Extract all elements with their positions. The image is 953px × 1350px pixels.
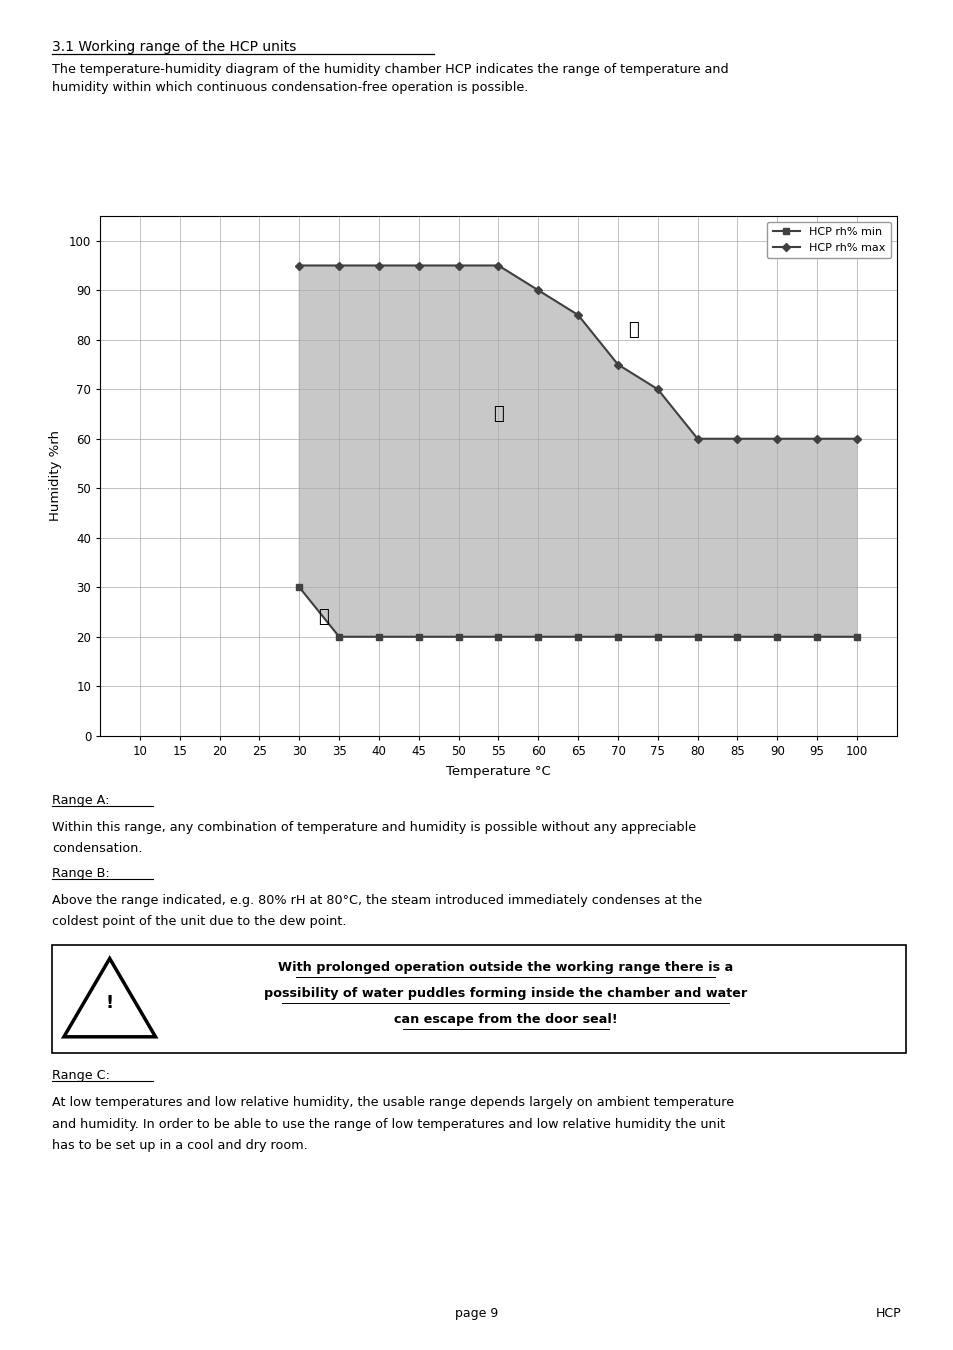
X-axis label: Temperature °C: Temperature °C (446, 764, 550, 778)
Text: humidity within which continuous condensation-free operation is possible.: humidity within which continuous condens… (52, 81, 528, 95)
HCP rh% max (572, 306, 583, 323)
Legend: HCP rh% min, HCP rh% max: HCP rh% min, HCP rh% max (766, 221, 890, 258)
HCP rh% min (691, 629, 702, 645)
Text: coldest point of the unit due to the dew point.: coldest point of the unit due to the dew… (52, 915, 347, 929)
HCP rh% max (492, 258, 503, 274)
HCP rh% min (294, 579, 305, 595)
Text: Above the range indicated, e.g. 80% rH at 80°C, the steam introduced immediately: Above the range indicated, e.g. 80% rH a… (52, 894, 701, 907)
HCP rh% min (652, 629, 663, 645)
Text: The temperature-humidity diagram of the humidity chamber HCP indicates the range: The temperature-humidity diagram of the … (52, 63, 728, 77)
Text: Ⓐ: Ⓐ (493, 405, 503, 423)
Text: !: ! (106, 994, 113, 1012)
HCP rh% min (532, 629, 543, 645)
HCP rh% max (810, 431, 821, 447)
HCP rh% min (453, 629, 464, 645)
Text: Range C:: Range C: (52, 1069, 111, 1083)
HCP rh% min (810, 629, 821, 645)
HCP rh% max (731, 431, 742, 447)
Text: condensation.: condensation. (52, 842, 143, 856)
HCP rh% min (373, 629, 384, 645)
HCP rh% min (572, 629, 583, 645)
Text: page 9: page 9 (455, 1307, 498, 1320)
HCP rh% min (850, 629, 862, 645)
Y-axis label: Humidity %rh: Humidity %rh (49, 431, 62, 521)
HCP rh% min (771, 629, 782, 645)
HCP rh% max (453, 258, 464, 274)
Line: HCP rh% min: HCP rh% min (295, 585, 860, 640)
Polygon shape (299, 266, 856, 637)
Text: 3.1 Working range of the HCP units: 3.1 Working range of the HCP units (52, 40, 296, 54)
HCP rh% max (691, 431, 702, 447)
HCP rh% min (731, 629, 742, 645)
HCP rh% max (612, 356, 623, 373)
HCP rh% max (771, 431, 782, 447)
Text: Ⓑ: Ⓑ (628, 321, 639, 339)
Text: At low temperatures and low relative humidity, the usable range depends largely : At low temperatures and low relative hum… (52, 1096, 734, 1110)
HCP rh% min (413, 629, 424, 645)
HCP rh% max (850, 431, 862, 447)
Text: can escape from the door seal!: can escape from the door seal! (394, 1012, 617, 1026)
Text: Range B:: Range B: (52, 867, 111, 880)
HCP rh% max (652, 381, 663, 397)
Text: Range A:: Range A: (52, 794, 110, 807)
Text: has to be set up in a cool and dry room.: has to be set up in a cool and dry room. (52, 1139, 308, 1153)
Polygon shape (64, 958, 155, 1037)
HCP rh% max (532, 282, 543, 298)
HCP rh% min (612, 629, 623, 645)
HCP rh% max (373, 258, 384, 274)
HCP rh% max (413, 258, 424, 274)
Text: With prolonged operation outside the working range there is a: With prolonged operation outside the wor… (277, 961, 733, 975)
FancyBboxPatch shape (52, 945, 905, 1053)
Line: HCP rh% max: HCP rh% max (295, 262, 860, 441)
Text: Within this range, any combination of temperature and humidity is possible witho: Within this range, any combination of te… (52, 821, 696, 834)
HCP rh% min (333, 629, 344, 645)
Text: Ⓒ: Ⓒ (317, 608, 328, 626)
HCP rh% min (492, 629, 503, 645)
HCP rh% max (294, 258, 305, 274)
HCP rh% max (333, 258, 344, 274)
Text: and humidity. In order to be able to use the range of low temperatures and low r: and humidity. In order to be able to use… (52, 1118, 725, 1131)
Text: possibility of water puddles forming inside the chamber and water: possibility of water puddles forming ins… (264, 987, 746, 1000)
Text: HCP: HCP (875, 1307, 901, 1320)
